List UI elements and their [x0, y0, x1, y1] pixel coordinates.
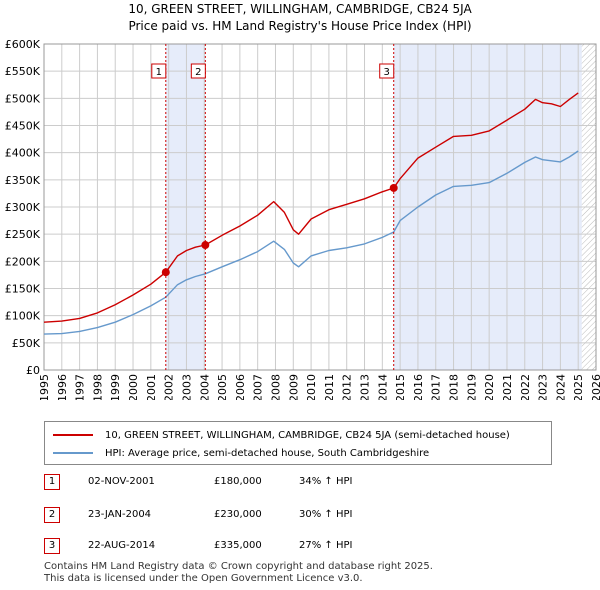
x-tick-label: 2026 — [590, 374, 600, 400]
x-tick-label: 1996 — [56, 374, 69, 400]
x-tick-label: 2008 — [269, 374, 282, 400]
x-tick-label: 2001 — [145, 374, 158, 400]
x-tick-label: 2018 — [448, 374, 461, 400]
transaction-hpi: 30% ↑ HPI — [299, 509, 353, 520]
transaction-row: 1 02-NOV-2001 £180,000 34% ↑ HPI — [44, 474, 564, 492]
sale-label: 2 — [195, 67, 201, 78]
x-tick-label: 2025 — [572, 374, 585, 400]
transaction-hpi: 34% ↑ HPI — [299, 476, 353, 487]
x-tick-label: 2020 — [483, 374, 496, 400]
x-tick-label: 2012 — [341, 374, 354, 400]
sale-label-box — [379, 63, 395, 79]
y-tick-label: £100K — [5, 310, 41, 323]
sale-label-box — [151, 63, 167, 79]
x-tick-label: 2023 — [537, 374, 550, 400]
transaction-hpi: 27% ↑ HPI — [299, 540, 353, 551]
x-tick-label: 2016 — [412, 374, 425, 400]
x-tick-label: 2022 — [519, 374, 532, 400]
y-tick-label: £550K — [5, 65, 41, 78]
footer-licence: This data is licensed under the Open Gov… — [44, 573, 363, 584]
legend-property: 10, GREEN STREET, WILLINGHAM, CAMBRIDGE,… — [53, 428, 510, 442]
plot-frame — [43, 43, 597, 371]
chart-subtitle: Price paid vs. HM Land Registry's House … — [128, 19, 472, 33]
x-tick-label: 1999 — [109, 374, 122, 400]
chart-title: 10, GREEN STREET, WILLINGHAM, CAMBRIDGE,… — [128, 2, 472, 16]
legend-hpi-label: HPI: Average price, semi-detached house,… — [105, 447, 430, 459]
property-line — [43, 92, 579, 323]
x-tick-label: 2015 — [394, 374, 407, 400]
x-tick-label: 2017 — [430, 374, 443, 400]
transaction-row: 2 23-JAN-2004 £230,000 30% ↑ HPI — [44, 507, 564, 525]
x-tick-label: 2006 — [234, 374, 247, 400]
y-tick-label: £200K — [5, 255, 41, 268]
y-tick-label: £150K — [5, 283, 41, 296]
transaction-price: £180,000 — [214, 476, 262, 487]
x-tick-label: 2002 — [163, 374, 176, 400]
x-tick-label: 2010 — [305, 374, 318, 400]
sale-label: 3 — [384, 67, 390, 78]
y-tick-label: £600K — [5, 38, 41, 51]
transaction-date: 02-NOV-2001 — [88, 476, 155, 487]
x-tick-label: 2013 — [359, 374, 372, 400]
legend-hpi: HPI: Average price, semi-detached house,… — [53, 446, 429, 460]
y-tick-label: £500K — [5, 92, 41, 105]
sale-label: 1 — [156, 67, 162, 78]
price-chart: £0 £50K £100K £150K £200K £250K £300K £350K £400… — [5, 38, 600, 400]
x-tick-label: 2021 — [501, 374, 514, 400]
x-tick-label: 2019 — [465, 374, 478, 400]
x-tick-label: 2009 — [287, 374, 300, 400]
x-tick-label: 2011 — [323, 374, 336, 400]
y-tick-label: £350K — [5, 174, 41, 187]
x-tick-label: 2014 — [376, 374, 389, 400]
y-tick-label: £50K — [12, 337, 41, 350]
x-tick-label: 2024 — [554, 374, 567, 400]
y-tick-label: £300K — [5, 201, 41, 214]
x-tick-label: 1995 — [38, 374, 51, 400]
x-tick-label: 2000 — [127, 374, 140, 400]
transaction-marker: 1 — [44, 474, 60, 490]
x-tick-label: 1997 — [74, 374, 87, 400]
sale-point — [389, 183, 398, 192]
transaction-marker: 2 — [44, 507, 60, 523]
x-tick-label: 2007 — [252, 374, 265, 400]
y-tick-label: £0 — [26, 364, 40, 377]
transaction-date: 23-JAN-2004 — [88, 509, 152, 520]
hpi-line — [43, 150, 579, 335]
transaction-row: 3 22-AUG-2014 £335,000 27% ↑ HPI — [44, 538, 564, 556]
x-tick-label: 2003 — [180, 374, 193, 400]
sale-point — [201, 241, 210, 250]
sale-point — [161, 268, 170, 277]
transaction-price: £230,000 — [214, 509, 262, 520]
legend-hpi-swatch — [53, 452, 93, 454]
legend-property-label: 10, GREEN STREET, WILLINGHAM, CAMBRIDGE,… — [105, 429, 510, 441]
transaction-price: £335,000 — [214, 540, 262, 551]
x-tick-label: 1998 — [91, 374, 104, 400]
x-tick-label: 2004 — [198, 374, 211, 400]
transaction-date: 22-AUG-2014 — [88, 540, 156, 551]
x-tick-label: 2005 — [216, 374, 229, 400]
sale-label-box — [190, 63, 206, 79]
transaction-marker: 3 — [44, 538, 60, 554]
legend-property-swatch — [53, 434, 93, 436]
y-tick-label: £250K — [5, 228, 41, 241]
footer-copyright: Contains HM Land Registry data © Crown c… — [44, 561, 433, 572]
y-tick-label: £450K — [5, 120, 41, 133]
y-tick-label: £400K — [5, 147, 41, 160]
legend: 10, GREEN STREET, WILLINGHAM, CAMBRIDGE,… — [44, 421, 552, 465]
